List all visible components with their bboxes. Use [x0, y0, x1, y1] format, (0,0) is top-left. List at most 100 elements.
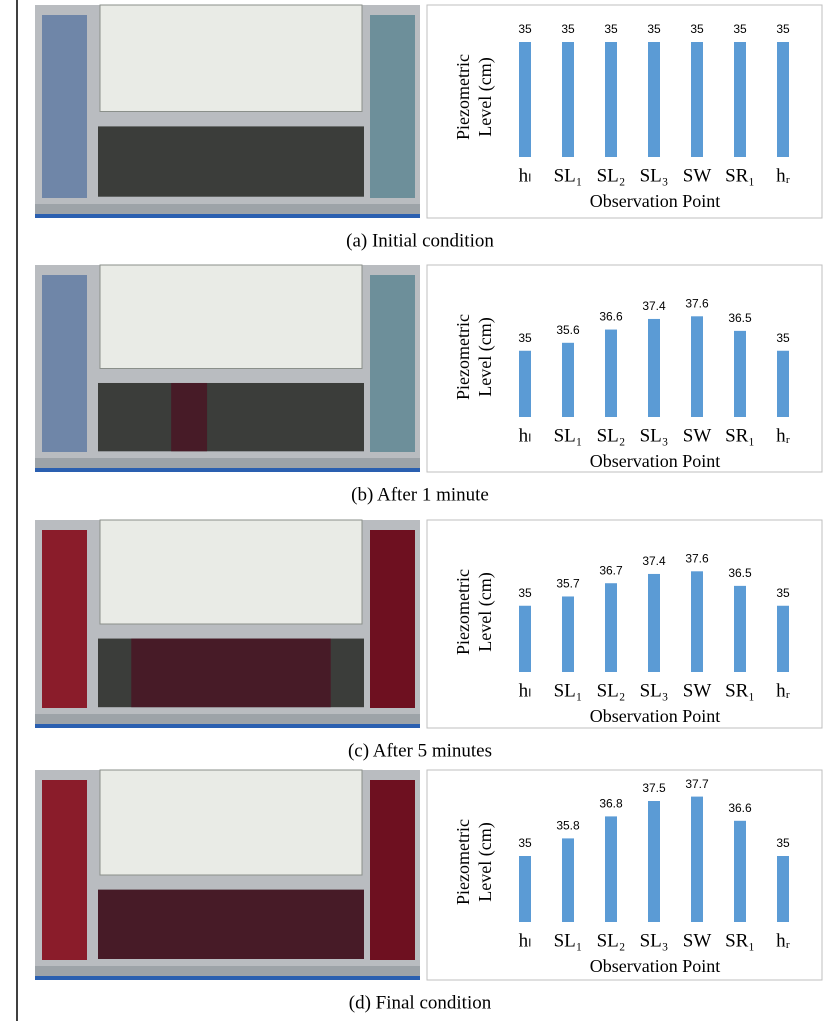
tank-top — [100, 520, 362, 624]
bar — [562, 838, 574, 922]
value-label: 37.4 — [642, 299, 666, 313]
value-label: 35 — [776, 586, 790, 600]
value-label: 36.5 — [728, 311, 752, 325]
x-tick-label: SL₃ — [640, 165, 669, 186]
dye — [98, 890, 364, 959]
bar — [562, 343, 574, 417]
right-tube — [370, 780, 415, 960]
x-tick-label: hₗ — [519, 165, 532, 186]
x-tick-label: SL₂ — [597, 165, 626, 186]
x-tick-label: SW — [683, 680, 712, 701]
bar — [691, 316, 703, 417]
x-axis-label: Observation Point — [590, 451, 721, 471]
x-tick-label: SL₁ — [554, 680, 583, 701]
x-tick-label: SL₁ — [554, 425, 583, 446]
value-label: 37.4 — [642, 554, 666, 568]
bar — [691, 797, 703, 922]
gravel — [98, 126, 364, 196]
value-label: 37.7 — [685, 777, 709, 791]
y-axis-label: Level (cm) — [475, 572, 496, 651]
y-axis-label: Piezometric — [453, 819, 473, 905]
bar — [648, 574, 660, 672]
x-tick-label: SL₂ — [597, 425, 626, 446]
bar — [605, 816, 617, 922]
value-label: 35 — [518, 836, 532, 850]
x-tick-label: SR₁ — [725, 425, 755, 446]
bar — [605, 42, 617, 157]
right-tube — [370, 530, 415, 708]
value-label: 35 — [604, 22, 618, 36]
bar — [519, 606, 531, 672]
x-tick-label: hᵣ — [776, 930, 790, 951]
value-label: 36.7 — [599, 563, 623, 577]
value-label: 35.7 — [556, 577, 580, 591]
x-tick-label: SL₁ — [554, 930, 583, 951]
value-label: 36.5 — [728, 566, 752, 580]
x-tick-label: SL₃ — [640, 425, 669, 446]
y-axis-label: Piezometric — [453, 54, 473, 140]
bar — [519, 351, 531, 417]
value-label: 35 — [647, 22, 661, 36]
gravel — [98, 383, 364, 451]
bar — [648, 42, 660, 157]
bar — [734, 586, 746, 672]
y-axis-label: Level (cm) — [475, 57, 496, 136]
value-label: 35 — [561, 22, 575, 36]
bar — [605, 583, 617, 672]
bar — [519, 856, 531, 922]
photo — [35, 770, 420, 980]
photo — [35, 520, 420, 728]
x-tick-label: SL₃ — [640, 680, 669, 701]
bar — [777, 606, 789, 672]
base-strip — [35, 468, 420, 472]
bar — [691, 571, 703, 672]
left-tube — [42, 15, 87, 198]
caption: (a) Initial condition — [346, 230, 494, 251]
base-strip — [35, 976, 420, 980]
x-tick-label: hᵣ — [776, 680, 790, 701]
bar — [734, 42, 746, 157]
value-label: 35 — [690, 22, 704, 36]
figure: PiezometricLevel (cm)35hₗ35SL₁35SL₂35SL₃… — [0, 0, 830, 1021]
base-strip — [35, 724, 420, 728]
value-label: 35 — [518, 331, 532, 345]
dye — [131, 639, 331, 708]
value-label: 35.8 — [556, 819, 580, 833]
value-label: 36.8 — [599, 797, 623, 811]
value-label: 36.6 — [599, 310, 623, 324]
value-label: 35 — [776, 22, 790, 36]
value-label: 35 — [733, 22, 747, 36]
bar — [519, 42, 531, 157]
x-tick-label: SW — [683, 930, 712, 951]
x-tick-label: hₗ — [519, 930, 532, 951]
x-tick-label: hₗ — [519, 680, 532, 701]
x-axis-label: Observation Point — [590, 956, 721, 976]
bar — [605, 330, 617, 417]
bar — [562, 42, 574, 157]
x-tick-label: SL₃ — [640, 930, 669, 951]
x-tick-label: SR₁ — [725, 680, 755, 701]
base-strip — [35, 214, 420, 218]
x-tick-label: SL₂ — [597, 680, 626, 701]
left-tube — [42, 780, 87, 960]
right-tube — [370, 15, 415, 198]
x-axis-label: Observation Point — [590, 191, 721, 211]
value-label: 36.6 — [728, 801, 752, 815]
value-label: 35 — [776, 331, 790, 345]
bar — [734, 331, 746, 417]
y-axis-label: Piezometric — [453, 569, 473, 655]
tank-top — [100, 5, 362, 112]
x-tick-label: hᵣ — [776, 425, 790, 446]
x-tick-label: SR₁ — [725, 165, 755, 186]
left-tube — [42, 530, 87, 708]
photo — [35, 5, 420, 218]
bar — [777, 42, 789, 157]
dye — [171, 383, 207, 451]
photo — [35, 265, 420, 472]
x-axis-label: Observation Point — [590, 706, 721, 726]
bar — [734, 821, 746, 922]
bar — [648, 801, 660, 922]
bar — [562, 596, 574, 672]
left-tube — [42, 275, 87, 452]
value-label: 35 — [776, 836, 790, 850]
